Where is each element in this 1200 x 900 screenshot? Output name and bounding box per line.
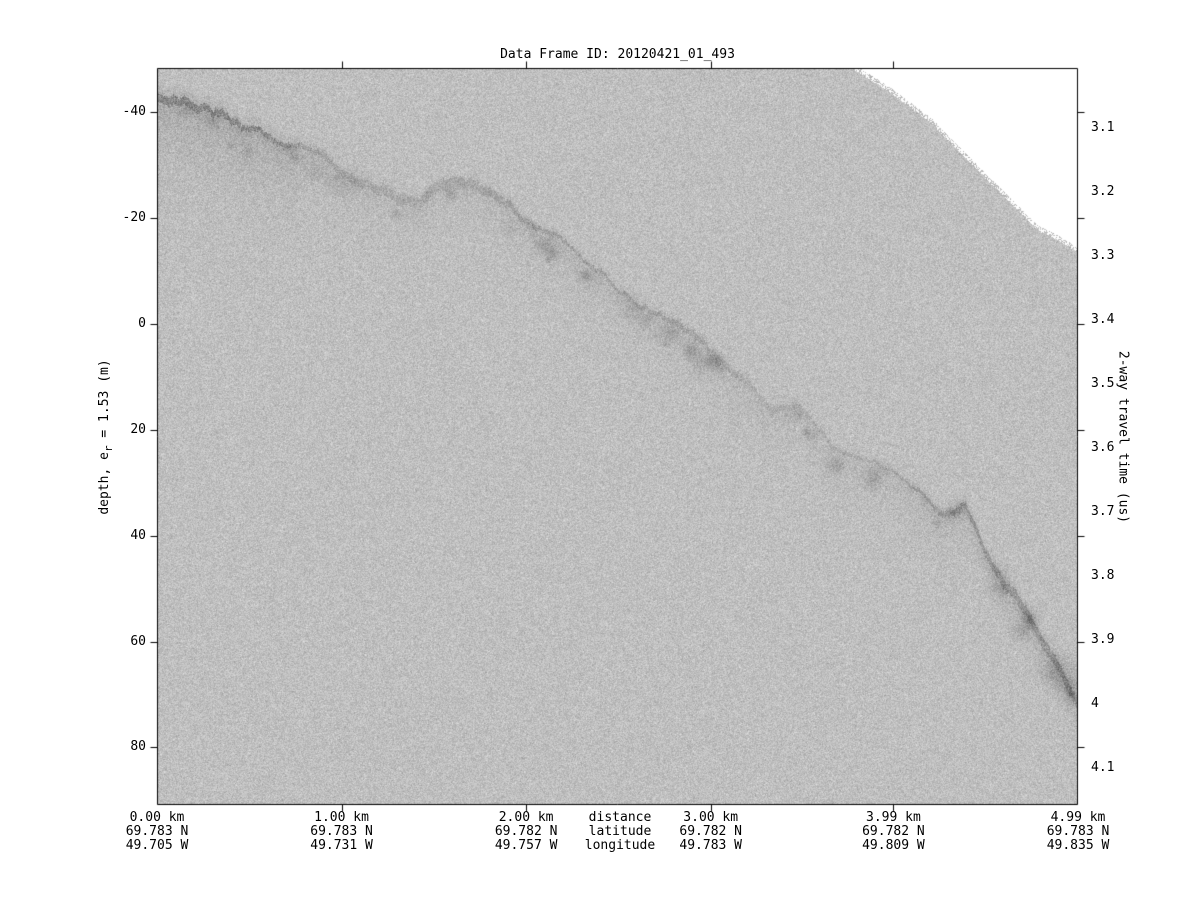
longitude-row-header: longitude — [584, 838, 656, 853]
distance-row-header: distance — [588, 810, 652, 825]
distance-value: 4.99 km — [1050, 810, 1106, 825]
depth-tick-label: 0 — [138, 316, 146, 331]
latitude-value: 69.783 N — [1046, 824, 1110, 839]
geo-axis-column: 4.99 km 69.783 N 49.835 W — [1047, 811, 1110, 853]
depth-tick-label: -20 — [122, 210, 146, 226]
travel-time-tick-label: 3.3 — [1091, 248, 1115, 263]
latitude-value: 69.783 N — [125, 824, 189, 839]
distance-value: 1.00 km — [314, 810, 369, 825]
longitude-value: 49.809 W — [862, 838, 925, 853]
latitude-value: 69.782 N — [494, 824, 558, 839]
travel-time-tick-label: 4.1 — [1091, 760, 1115, 775]
distance-value: 0.00 km — [129, 810, 185, 825]
depth-tick-label: 40 — [130, 527, 146, 543]
travel-time-tick-label: 3.5 — [1091, 376, 1115, 391]
travel-time-tick-label: 4 — [1091, 696, 1099, 711]
left-axis-label-pre: depth, e — [97, 452, 113, 515]
right-axis-label: 2-way travel time (us) — [1115, 350, 1131, 524]
geo-axis-column: 3.99 km 69.782 N 49.809 W — [862, 811, 925, 853]
distance-value: 3.99 km — [866, 810, 921, 825]
travel-time-tick-label: 3.4 — [1091, 312, 1115, 327]
longitude-value: 49.731 W — [310, 838, 373, 853]
geo-axis-column: 1.00 km 69.783 N 49.731 W — [310, 811, 373, 853]
latitude-value: 69.783 N — [310, 824, 373, 839]
travel-time-tick-label: 3.6 — [1091, 440, 1115, 455]
longitude-value: 49.783 W — [679, 838, 743, 853]
latitude-value: 69.782 N — [679, 824, 743, 839]
geo-axis-column: 2.00 km 69.782 N 49.757 W — [495, 811, 558, 853]
geo-axis-column: 3.00 km 69.782 N 49.783 W — [679, 811, 742, 853]
latitude-row-header: latitude — [588, 824, 652, 839]
depth-tick-label: 60 — [130, 633, 146, 649]
geo-axis-column: 0.00 km 69.783 N 49.705 W — [126, 811, 189, 853]
travel-time-tick-label: 3.2 — [1091, 184, 1115, 199]
distance-value: 2.00 km — [498, 810, 554, 825]
travel-time-tick-label: 3.7 — [1091, 504, 1115, 519]
echogram-image — [147, 58, 1088, 815]
depth-tick-label: 20 — [130, 421, 146, 437]
left-axis-label: depth, er = 1.53 (m) — [97, 359, 115, 514]
longitude-value: 49.757 W — [494, 838, 558, 853]
longitude-value: 49.835 W — [1046, 838, 1110, 853]
distance-value: 3.00 km — [683, 810, 739, 825]
travel-time-tick-label: 3.9 — [1091, 632, 1115, 647]
travel-time-tick-label: 3.1 — [1091, 120, 1115, 135]
travel-time-tick-label: 3.8 — [1091, 568, 1115, 583]
depth-tick-label: -40 — [122, 104, 146, 120]
longitude-value: 49.705 W — [125, 838, 189, 853]
depth-tick-label: 80 — [130, 739, 146, 755]
geo-axis-column: distance latitude longitude — [585, 811, 655, 853]
latitude-value: 69.782 N — [862, 824, 925, 839]
left-axis-label-sub: r — [101, 445, 115, 453]
